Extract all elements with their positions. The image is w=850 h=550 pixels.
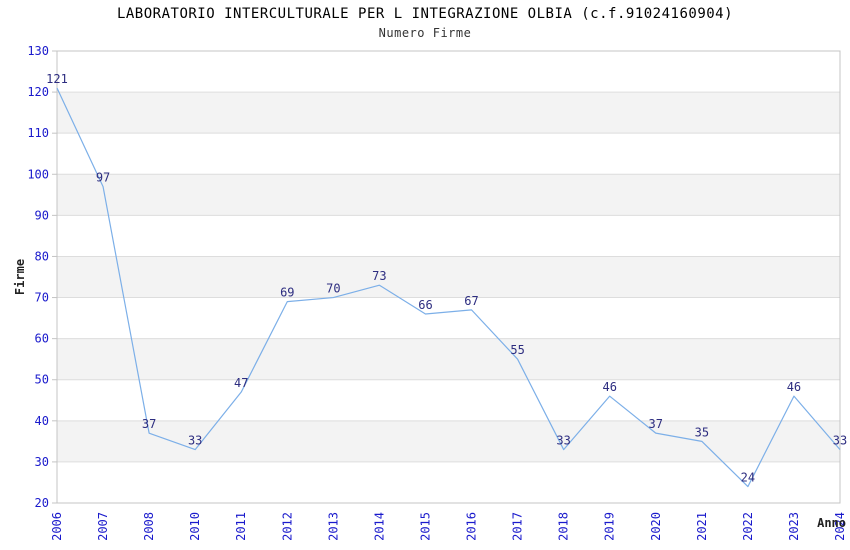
x-tick-label: 2007 [96,512,110,541]
data-label: 46 [602,380,616,394]
x-tick-label: 2020 [649,512,663,541]
y-tick-label: 40 [35,414,49,428]
data-label: 37 [649,417,663,431]
data-label: 69 [280,286,294,300]
x-tick-label: 2019 [603,512,617,541]
chart-subtitle: Numero Firme [378,26,472,40]
x-tick-label: 2006 [50,512,64,541]
y-tick-label: 130 [27,44,49,58]
series-line [56,87,841,488]
x-tick-label: 2010 [188,512,202,541]
x-tick-label: 2008 [142,512,156,541]
data-label: 67 [464,294,478,308]
x-tick-label: 2021 [695,512,709,541]
y-axis-title: Firme [13,259,27,295]
data-label: 121 [46,72,68,86]
x-tick-label: 2012 [280,512,294,541]
x-tick-label: 2023 [787,512,801,541]
y-tick-label: 30 [35,455,49,469]
y-tick-label: 20 [35,496,49,510]
plot-band [57,256,840,298]
plot-band [57,338,840,380]
y-tick-label: 70 [35,291,49,305]
data-label: 55 [510,343,524,357]
plot-band [57,174,840,216]
x-tick-label: 2016 [465,512,479,541]
x-tick-label: 2024 [833,512,847,541]
plot-band [57,420,840,462]
x-tick-label: 2013 [326,512,340,541]
data-label: 33 [833,434,847,448]
data-label: 47 [234,376,248,390]
plot-band [57,92,840,134]
y-tick-label: 100 [27,167,49,181]
y-tick-label: 90 [35,208,49,222]
x-tick-label: 2014 [372,512,386,541]
data-label: 37 [142,417,156,431]
data-label: 97 [96,171,110,185]
data-label: 46 [787,380,801,394]
data-label: 73 [372,269,386,283]
data-label: 35 [695,425,709,439]
y-tick-label: 120 [27,85,49,99]
y-tick-label: 60 [35,332,49,346]
y-tick-label: 50 [35,373,49,387]
x-tick-label: 2022 [741,512,755,541]
data-label: 24 [741,471,755,485]
x-axis-title: Anno [817,516,846,530]
x-tick-label: 2017 [511,512,525,541]
chart-title: LABORATORIO INTERCULTURALE PER L INTEGRA… [116,6,734,22]
data-label: 33 [188,434,202,448]
y-tick-label: 110 [27,126,49,140]
x-tick-label: 2011 [234,512,248,541]
data-label: 66 [418,298,432,312]
data-label: 33 [556,434,570,448]
plot-border [56,50,841,504]
x-tick-label: 2015 [418,512,432,541]
y-tick-label: 80 [35,249,49,263]
x-tick-label: 2018 [557,512,571,541]
data-label: 70 [326,282,340,296]
